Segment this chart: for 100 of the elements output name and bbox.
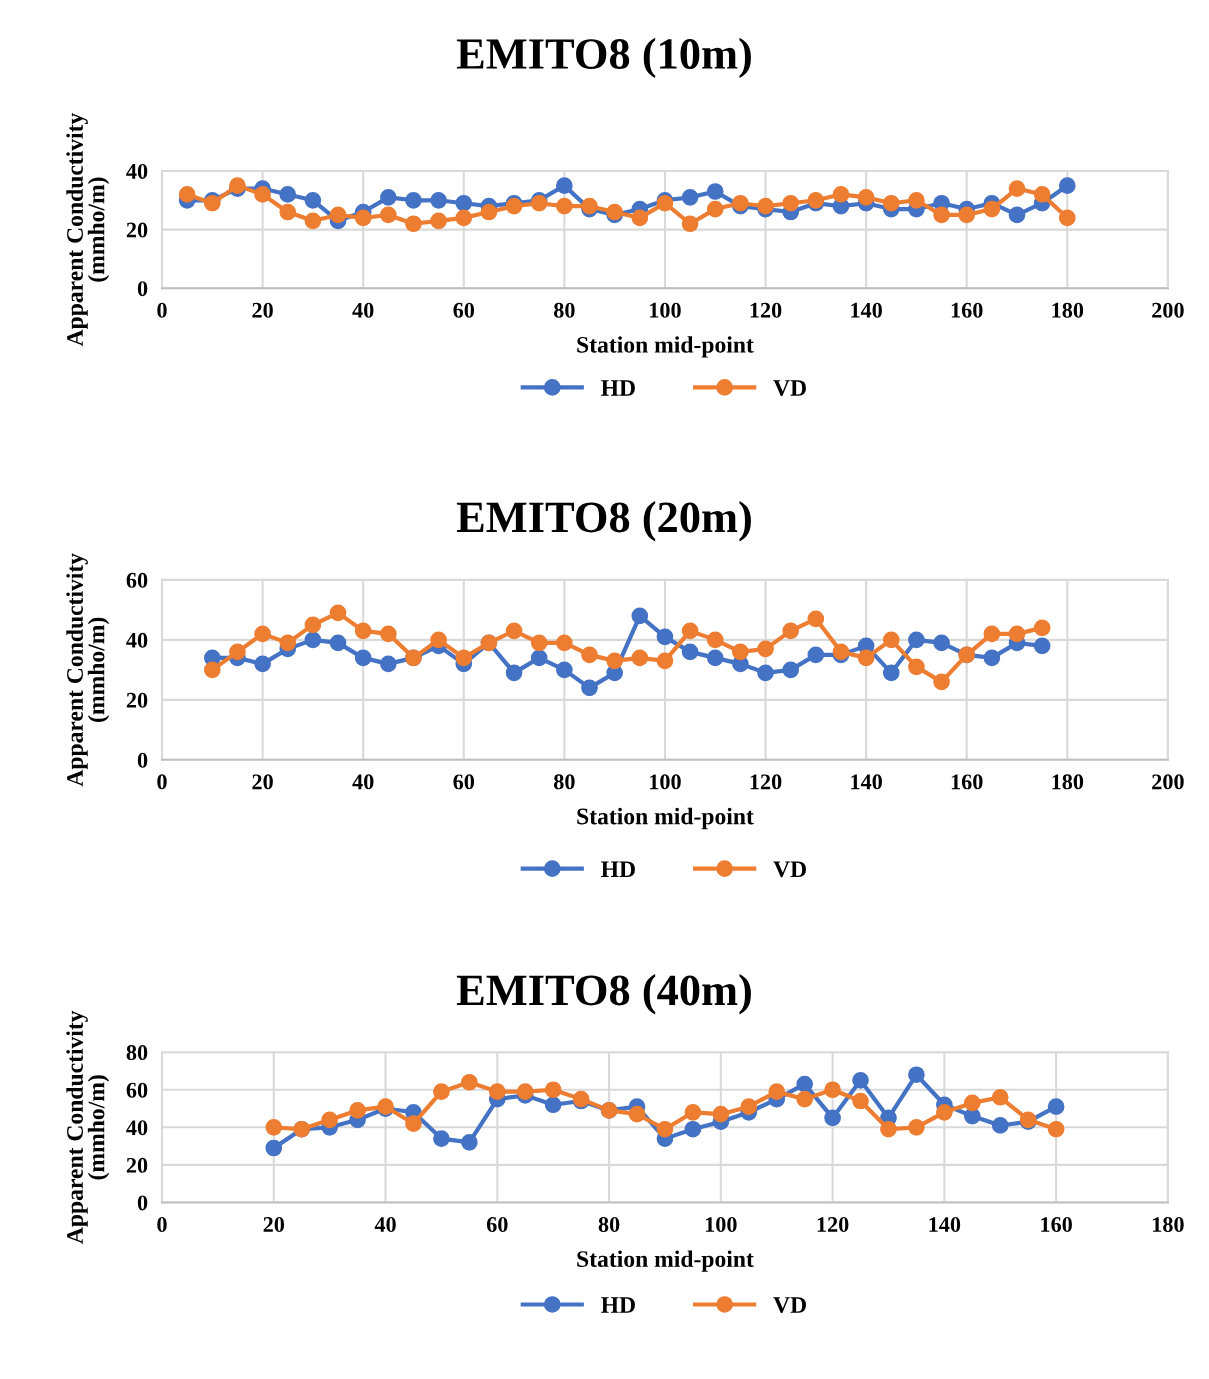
point xyxy=(1047,1098,1065,1115)
y-axis-title: Apparent Conductivity (mmho/m) xyxy=(66,1010,110,1244)
x-tick-label: 180 xyxy=(1052,302,1084,318)
point xyxy=(908,658,925,676)
point xyxy=(933,206,950,224)
point xyxy=(706,649,724,667)
point xyxy=(1047,1120,1065,1138)
point xyxy=(656,652,674,670)
point xyxy=(544,1081,562,1099)
point xyxy=(706,200,724,218)
x-tick-label: 160 xyxy=(951,774,983,790)
x-tick-label: 120 xyxy=(817,1217,849,1233)
point xyxy=(882,664,900,682)
x-tick-label: 180 xyxy=(1052,774,1084,790)
point xyxy=(556,197,573,215)
point xyxy=(656,1120,674,1138)
point xyxy=(379,655,397,673)
x-tick-label: 20 xyxy=(252,302,273,318)
point xyxy=(882,631,900,649)
x-tick-label: 80 xyxy=(553,302,575,318)
x-tick-label: 120 xyxy=(750,302,782,318)
point xyxy=(684,1120,702,1138)
point xyxy=(991,1117,1009,1134)
point xyxy=(681,215,699,233)
point xyxy=(329,206,347,224)
point xyxy=(349,1102,366,1119)
legend-label: HD xyxy=(601,380,635,396)
point xyxy=(254,625,271,643)
y-tick-label: 40 xyxy=(126,163,148,179)
x-tick-label: 160 xyxy=(951,302,983,318)
x-tick-label: 200 xyxy=(1152,302,1184,318)
point xyxy=(304,191,322,209)
x-axis-title: Station mid-point xyxy=(577,807,754,830)
point xyxy=(354,649,372,667)
point xyxy=(852,1072,869,1089)
point xyxy=(379,189,397,206)
point xyxy=(681,189,699,206)
point xyxy=(581,679,598,697)
x-tick-label: 160 xyxy=(1041,1217,1072,1233)
x-tick-label: 100 xyxy=(705,1217,737,1233)
point xyxy=(631,649,649,667)
point xyxy=(455,649,473,667)
point xyxy=(455,194,473,212)
point xyxy=(254,186,271,203)
point xyxy=(265,1118,283,1136)
point xyxy=(304,616,322,634)
x-tick-label: 120 xyxy=(750,774,782,790)
y-tick-label: 20 xyxy=(126,1157,148,1173)
point xyxy=(908,1118,925,1136)
point xyxy=(782,622,800,640)
point xyxy=(544,1096,562,1114)
point xyxy=(936,1103,953,1121)
legend-label: VD xyxy=(773,380,806,397)
x-tick-label: 0 xyxy=(157,1217,167,1233)
point xyxy=(706,631,724,649)
y-tick-label: 80 xyxy=(126,1045,148,1061)
y-tick-label: 60 xyxy=(126,572,148,588)
point xyxy=(433,1083,450,1100)
point xyxy=(321,1111,338,1129)
point xyxy=(379,625,397,643)
legend-label: VD xyxy=(773,861,806,878)
point xyxy=(740,1098,758,1115)
x-tick-label: 100 xyxy=(650,302,681,318)
point xyxy=(530,634,548,652)
x-tick-label: 20 xyxy=(263,1217,285,1233)
point xyxy=(430,212,447,230)
y-tick-label: 0 xyxy=(137,752,148,768)
x-tick-label: 140 xyxy=(851,302,882,318)
y-axis-title: Apparent Conductivity (mmho/m) xyxy=(66,553,110,787)
point xyxy=(488,1083,506,1100)
chart-title: EMITO8 (40m) xyxy=(456,974,751,1015)
point xyxy=(880,1120,897,1138)
point xyxy=(304,212,322,230)
point xyxy=(430,191,447,209)
point xyxy=(857,649,875,667)
point xyxy=(405,215,422,233)
point xyxy=(455,209,473,227)
x-tick-label: 100 xyxy=(650,774,681,790)
point xyxy=(1058,209,1076,227)
point xyxy=(1058,177,1076,194)
point xyxy=(684,1103,702,1121)
y-tick-label: 40 xyxy=(126,1120,148,1136)
point xyxy=(656,628,674,646)
point xyxy=(807,610,825,628)
x-tick-label: 60 xyxy=(453,774,475,790)
point xyxy=(857,189,875,206)
point xyxy=(908,1066,925,1084)
point xyxy=(681,622,699,640)
point xyxy=(530,649,548,667)
point xyxy=(505,622,523,640)
point xyxy=(852,1092,869,1110)
x-tick-label: 0 xyxy=(157,774,167,790)
x-tick-label: 60 xyxy=(486,1217,508,1233)
point xyxy=(329,604,347,622)
point xyxy=(824,1109,841,1127)
point xyxy=(782,661,800,679)
point xyxy=(556,661,573,679)
point xyxy=(824,1081,841,1099)
point xyxy=(354,622,372,640)
point xyxy=(1033,637,1051,655)
